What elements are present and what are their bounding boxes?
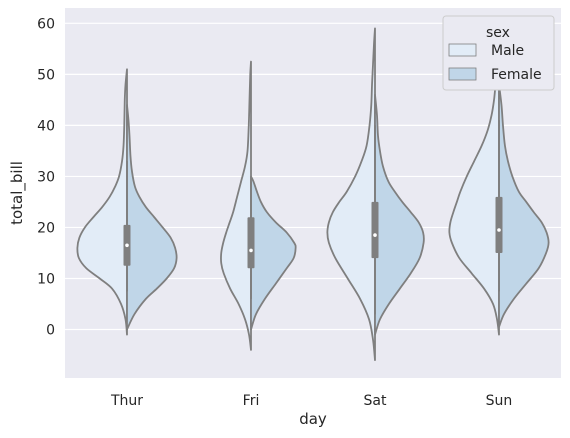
iqr-box-sun (495, 196, 503, 253)
median-point-fri (249, 248, 253, 253)
violin-fri-male (220, 60, 252, 351)
violin-fri-female (250, 175, 297, 331)
legend-label-male: Male (491, 43, 524, 59)
x-tick-label: Thur (110, 393, 143, 409)
y-tick-label: 40 (37, 118, 55, 134)
violins (76, 27, 550, 362)
median-point-thur (125, 243, 129, 248)
x-tick-label: Fri (243, 393, 260, 409)
violin-sun-male (448, 47, 500, 336)
legend-swatch-female (448, 67, 477, 81)
median-point-sun (497, 228, 501, 232)
y-tick-label: 0 (46, 323, 55, 339)
median-point-sat (373, 233, 377, 237)
y-tick-labels: 0 10 20 30 40 50 60 (37, 16, 55, 338)
x-tick-labels: Thur Fri Sat Sun (110, 393, 512, 409)
violin-thur-female (126, 104, 178, 331)
violin-sat-male (326, 27, 376, 362)
x-axis-label: day (299, 410, 327, 428)
y-tick-label: 20 (37, 220, 55, 236)
violin-thur-male (76, 68, 128, 336)
legend-swatch-male (448, 43, 477, 57)
iqr-box-fri (247, 217, 255, 269)
y-tick-label: 60 (37, 16, 55, 32)
legend: sex Male Female (442, 15, 555, 91)
y-tick-label: 50 (37, 67, 55, 83)
y-axis-label: total_bill (8, 161, 27, 225)
y-tick-label: 30 (37, 169, 55, 185)
x-tick-label: Sat (364, 393, 387, 409)
x-tick-label: Sun (486, 393, 513, 409)
legend-label-female: Female (491, 67, 542, 83)
violin-sat-female (374, 93, 425, 336)
violin-sun-female (498, 83, 550, 328)
iqr-box-sat (371, 201, 379, 259)
y-tick-label: 10 (37, 271, 55, 287)
legend-title: sex (486, 25, 510, 41)
